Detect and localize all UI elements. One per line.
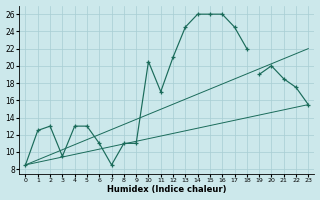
X-axis label: Humidex (Indice chaleur): Humidex (Indice chaleur) <box>107 185 227 194</box>
